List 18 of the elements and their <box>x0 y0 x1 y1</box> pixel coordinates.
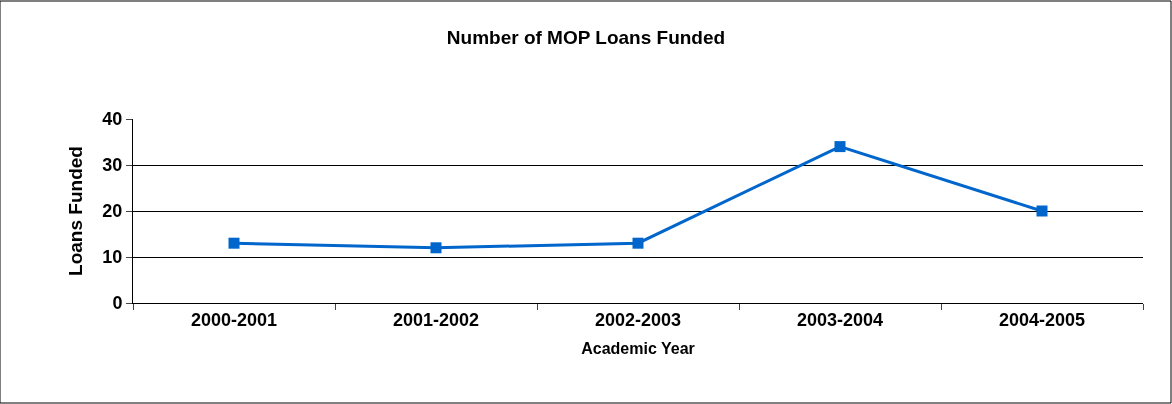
y-tick-label: 40 <box>102 109 123 130</box>
y-axis-title: Loans Funded <box>65 146 87 276</box>
x-tick-label: 2001-2002 <box>392 309 480 330</box>
point <box>430 242 442 254</box>
chart-title: Number of MOP Loans Funded <box>446 26 726 48</box>
y-tick-label: 20 <box>102 201 123 222</box>
y-tick-label: 0 <box>112 293 123 314</box>
point <box>228 237 240 249</box>
y-tick-label: 30 <box>102 155 123 176</box>
x-tick-label: 2004-2005 <box>998 309 1086 330</box>
point <box>632 237 644 249</box>
y-tick-label: 10 <box>102 247 123 268</box>
x-tick-label: 2000-2001 <box>190 309 278 330</box>
point <box>834 141 846 153</box>
x-axis-title: Academic Year <box>581 340 695 358</box>
point <box>1036 205 1048 217</box>
x-tick-label: 2002-2003 <box>594 309 682 330</box>
x-tick-label: 2003-2004 <box>796 309 884 330</box>
